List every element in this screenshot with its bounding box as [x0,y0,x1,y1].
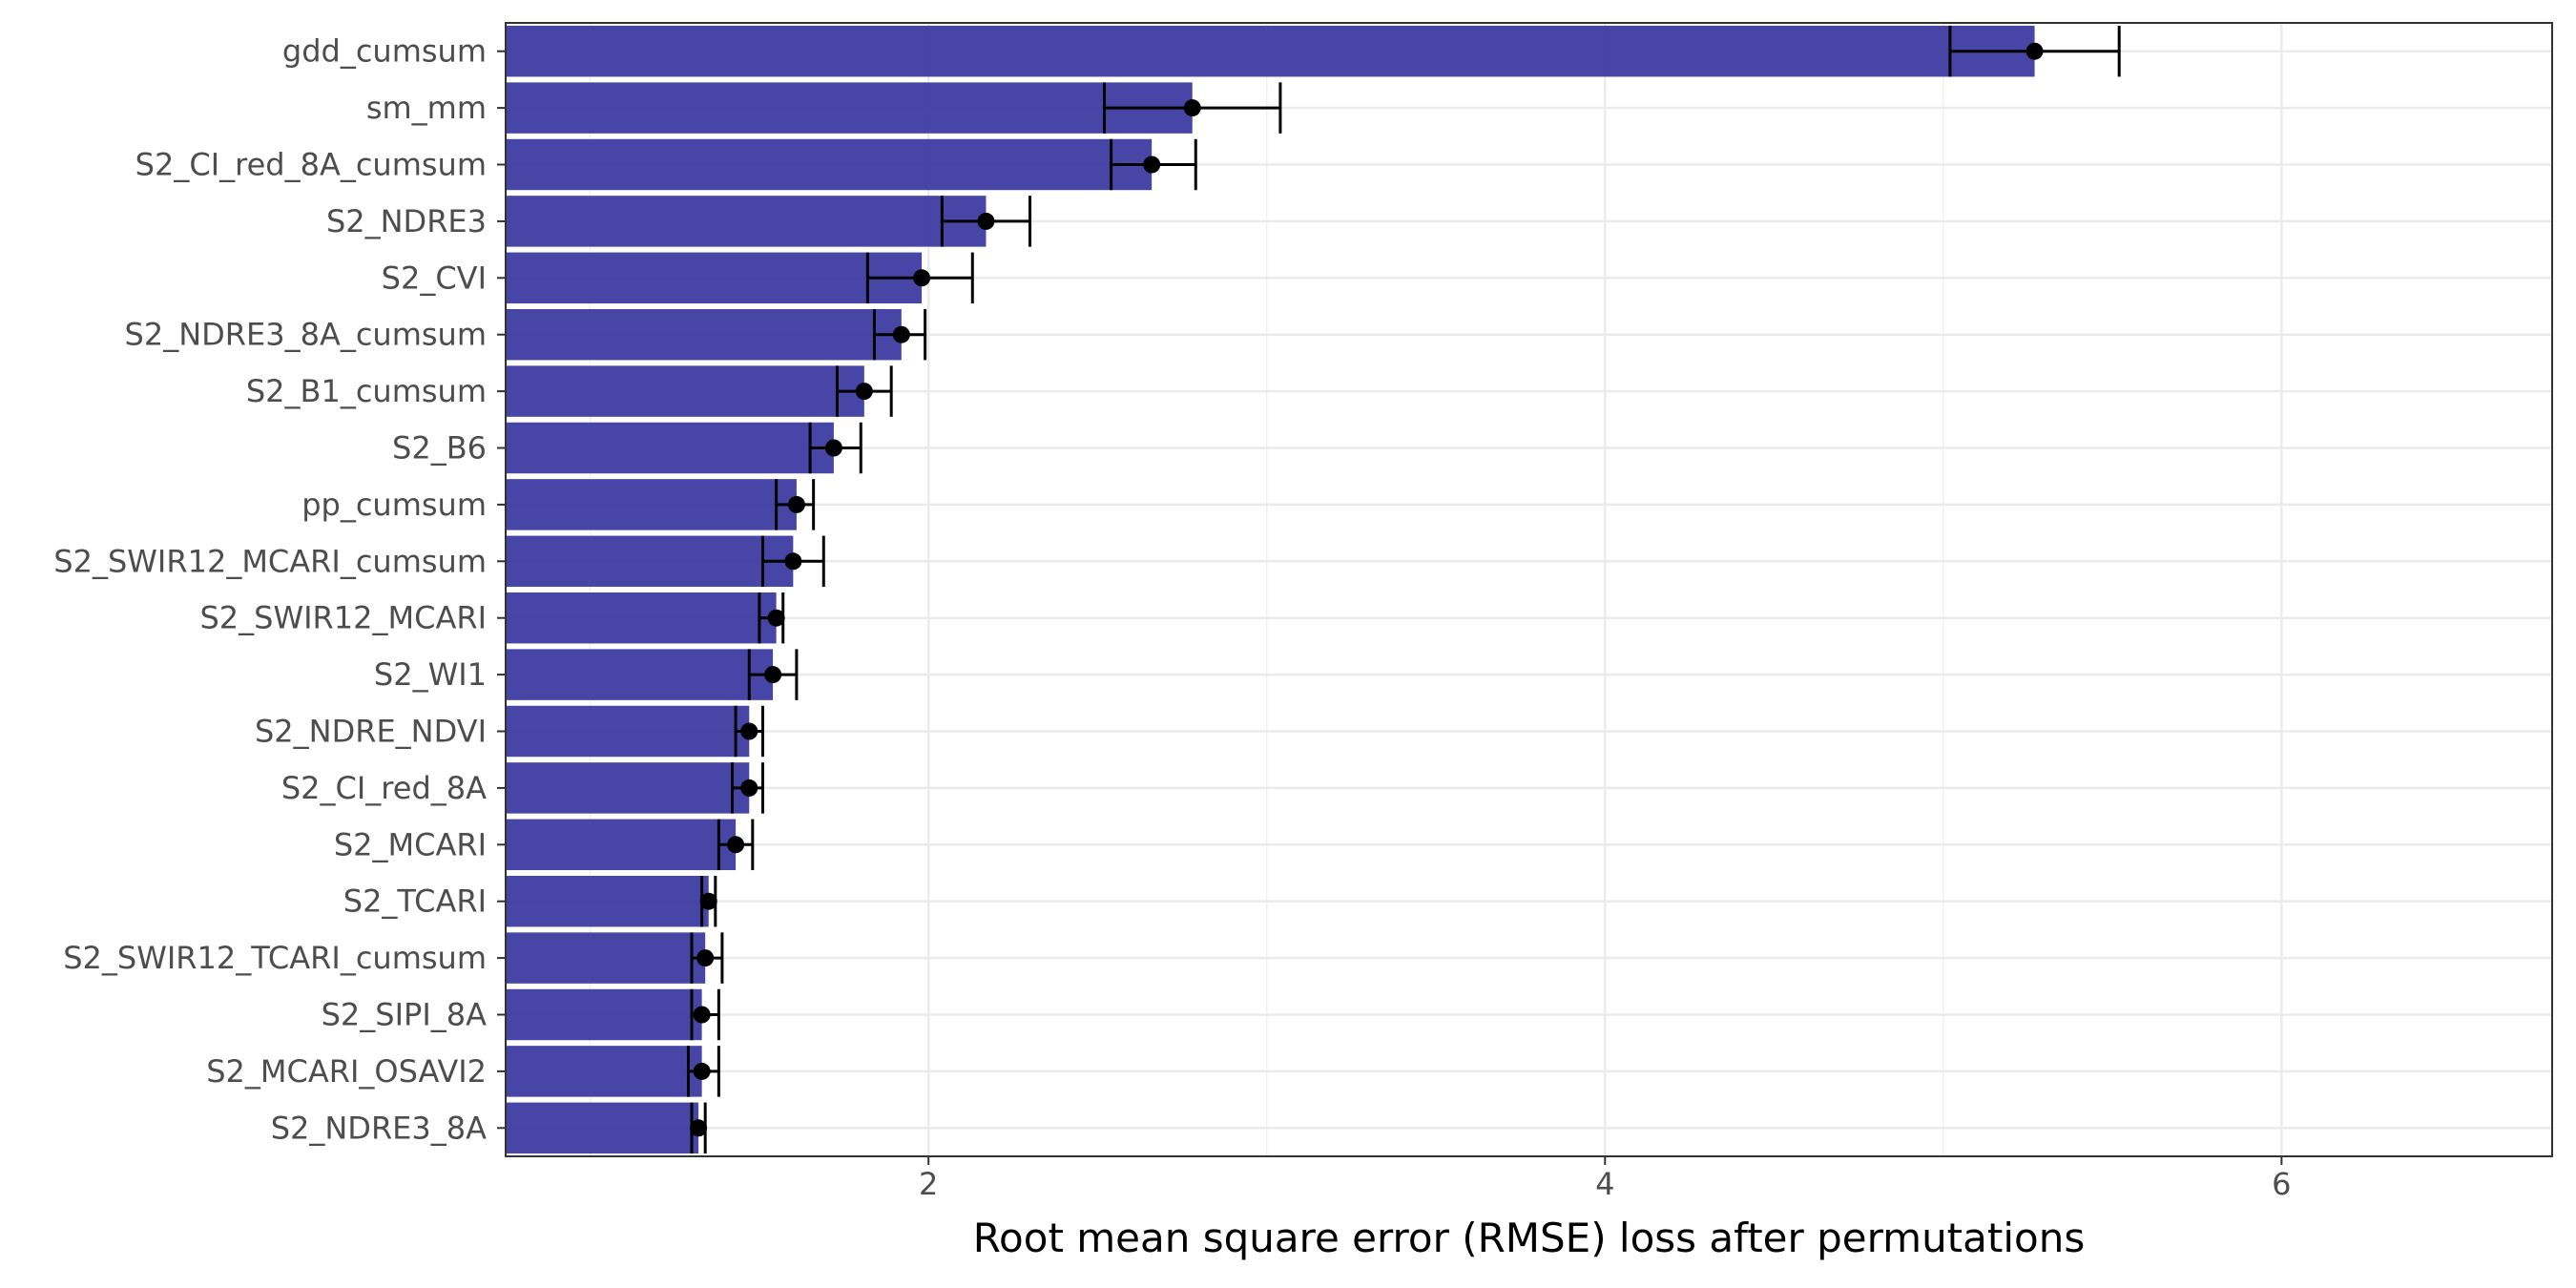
y-tick-label: S2_NDRE3_8A [271,1110,487,1146]
bar-S2_MCARI [506,819,737,871]
y-tick-label: S2_SWIR12_TCARI_cumsum [63,940,487,976]
point-S2_NDRE3 [977,212,995,230]
y-tick-label: S2_MCARI [334,826,487,862]
bar-S2_SWIR12_MCARI [506,592,777,644]
y-tick-label: S2_B1_cumsum [246,373,487,409]
bar-S2_WI1 [506,649,774,700]
point-sm_mm [1183,99,1201,117]
bar-S2_MCARI_OSAVI2 [506,1046,702,1097]
point-S2_NDRE3_8A [690,1119,708,1137]
x-tick-label: 6 [2272,1166,2291,1202]
point-S2_MCARI_OSAVI2 [693,1062,711,1080]
x-tick-label: 2 [919,1166,938,1202]
bar-S2_SWIR12_TCARI_cumsum [506,932,706,984]
y-tick-label: S2_SIPI_8A [322,997,488,1033]
x-tick-layer: 2 4 6 [919,1156,2292,1202]
point-S2_CVI [913,269,931,287]
bar-S2_NDRE3 [506,196,987,247]
y-tick-label: gdd_cumsum [282,33,487,70]
x-axis-title: Root mean square error (RMSE) loss after… [973,1215,2085,1261]
point-layer [690,42,2044,1137]
grid-layer [506,23,2552,1156]
bar-S2_NDRE3_8A [506,1102,699,1154]
point-pp_cumsum [787,495,805,513]
bar-S2_CVI [506,252,923,304]
y-tick-label: sm_mm [366,90,487,126]
y-tick-label: S2_SWIR12_MCARI_cumsum [53,543,487,579]
y-tick-label: pp_cumsum [301,487,487,523]
point-S2_CI_red_8A_cumsum [1143,156,1161,174]
y-tick-label: S2_CI_red_8A_cumsum [135,147,487,183]
point-S2_SWIR12_MCARI [767,609,785,627]
y-tick-label: S2_NDRE_NDVI [255,714,487,750]
y-tick-label: S2_WI1 [374,656,487,693]
bar-S2_CI_red_8A [506,762,750,814]
bar-S2_CI_red_8A_cumsum [506,138,1153,191]
point-S2_SWIR12_MCARI_cumsum [784,552,802,571]
bar-S2_SIPI_8A [506,988,702,1041]
point-S2_B6 [824,439,842,457]
plot-background [506,23,2552,1156]
point-S2_TCARI [699,892,717,910]
bar-S2_B6 [506,422,834,474]
point-S2_SIPI_8A [693,1006,711,1024]
y-tick-label: S2_SWIR12_MCARI [199,600,487,636]
point-S2_NDRE_NDVI [740,722,758,740]
point-S2_NDRE3_8A_cumsum [892,325,910,343]
point-S2_CI_red_8A [740,779,758,797]
bar-S2_NDRE3_8A_cumsum [506,308,902,361]
point-S2_B1_cumsum [855,383,873,401]
bar-pp_cumsum [506,479,797,530]
y-tick-label: S2_CI_red_8A [281,770,487,806]
y-tick-label: S2_TCARI [343,883,487,920]
point-gdd_cumsum [2025,42,2044,60]
bar-sm_mm [506,82,1193,134]
y-tick-label: S2_B6 [392,430,487,467]
y-tick-layer: gdd_cumsum sm_mm S2_CI_red_8A_cumsum S2_NDR… [53,33,506,1146]
point-S2_WI1 [764,666,782,684]
point-S2_MCARI [727,836,745,854]
bar-gdd_cumsum [506,25,2035,77]
x-tick-label: 4 [1595,1166,1614,1202]
plot-panel-border [505,22,2553,1157]
bar-S2_TCARI [506,875,709,927]
bar-S2_NDRE_NDVI [506,705,750,758]
point-S2_SWIR12_TCARI_cumsum [696,949,715,967]
y-tick-label: S2_MCARI_OSAVI2 [206,1053,487,1090]
bar-layer [506,25,2035,1154]
y-tick-label: S2_NDRE3 [326,203,487,239]
bar-S2_SWIR12_MCARI_cumsum [506,535,794,588]
bar-S2_B1_cumsum [506,365,864,417]
y-tick-label: S2_CVI [382,260,487,296]
y-tick-label: S2_NDRE3_8A_cumsum [125,317,487,353]
